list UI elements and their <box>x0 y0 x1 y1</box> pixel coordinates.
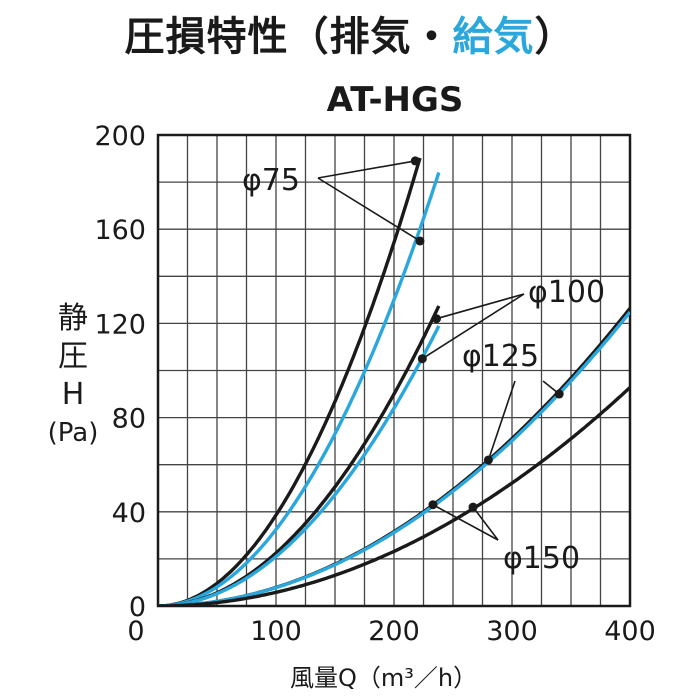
data-point-marker <box>415 236 425 246</box>
data-point-marker <box>483 455 493 465</box>
diameter-annotation-label: φ150 <box>503 541 580 576</box>
data-point-marker <box>468 502 478 512</box>
data-point-marker <box>431 314 441 324</box>
y-axis-label-line-1: 静 <box>58 301 88 336</box>
y-axis-label-line-2: 圧 <box>58 339 88 374</box>
leader-line <box>432 504 499 541</box>
y-tick-label: 120 <box>94 309 146 340</box>
title-accent: 給気 <box>452 14 535 60</box>
diameter-annotation-label: φ100 <box>528 275 605 310</box>
data-point-marker <box>417 354 427 364</box>
title-main: 圧損特性（排気・ <box>124 14 453 60</box>
x-tick-label: 100 <box>250 616 302 647</box>
title-close: ） <box>534 14 576 60</box>
y-tick-label: 200 <box>94 121 146 152</box>
y-axis-label: 静 圧 H (Pa) <box>38 300 108 452</box>
series-line-exhaust-7 <box>158 386 630 606</box>
diameter-annotation-label: φ75 <box>242 163 300 198</box>
data-point-marker <box>410 156 420 166</box>
y-tick-label: 160 <box>94 215 146 246</box>
chart-title: 圧損特性（排気・給気） <box>0 4 700 62</box>
y-tick-label: 40 <box>112 498 146 529</box>
data-point-marker <box>554 389 564 399</box>
diameter-annotation-label: φ125 <box>462 339 539 374</box>
leader-line <box>487 380 516 461</box>
x-tick-label: 200 <box>368 616 420 647</box>
leader-line <box>436 293 525 320</box>
leader-line <box>317 177 421 242</box>
series-line-supply-6 <box>158 311 630 606</box>
series-line-exhaust-1 <box>158 157 422 606</box>
chart-subtitle: AT-HGS <box>326 80 464 120</box>
x-tick-label: 400 <box>604 616 656 647</box>
y-tick-label: 0 <box>129 592 146 623</box>
x-tick-label: 0 <box>127 616 144 647</box>
leader-line <box>421 293 525 360</box>
series-line-supply-2 <box>158 171 441 606</box>
y-tick-label: 80 <box>112 404 146 435</box>
x-axis-label: 風量Q（m³／h） <box>290 664 478 692</box>
leader-line <box>317 160 416 179</box>
data-point-marker <box>428 500 438 510</box>
x-tick-label: 300 <box>486 616 538 647</box>
y-axis-label-line-3: H <box>61 377 85 412</box>
series-line-supply-4 <box>158 325 441 606</box>
series-line-exhaust-3 <box>158 305 441 606</box>
leader-line <box>472 506 499 541</box>
y-axis-label-unit: (Pa) <box>47 418 99 448</box>
plot-frame <box>156 133 632 608</box>
